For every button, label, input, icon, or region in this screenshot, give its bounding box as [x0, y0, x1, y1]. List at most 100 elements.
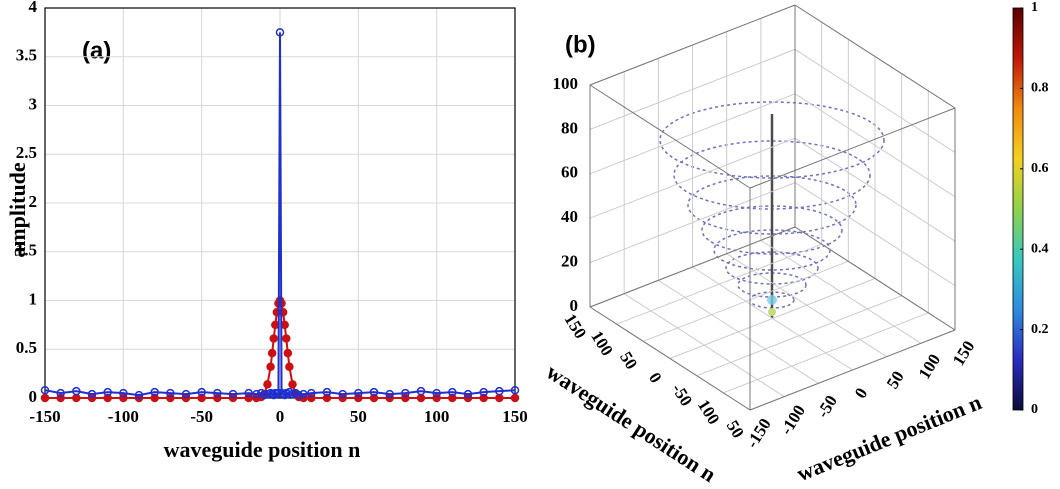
z-tick-label: 60	[561, 163, 578, 182]
data-point	[228, 389, 238, 399]
data-point	[181, 389, 191, 399]
data-point	[448, 393, 457, 403]
y-tick-label: 0.5	[16, 338, 37, 357]
data-point	[338, 389, 347, 399]
data-point	[56, 388, 65, 398]
x-tick-label: -50	[190, 407, 213, 426]
data-point	[307, 388, 316, 398]
data-point	[263, 380, 272, 389]
x-tick-label: 100	[424, 407, 450, 426]
z-tick-label: 80	[561, 118, 578, 137]
colorbar-tick-label: 0.2	[1031, 322, 1049, 337]
data-point	[495, 386, 504, 396]
data-point	[197, 387, 206, 397]
z-tick-label: 40	[561, 207, 578, 226]
y-tick-label: 2.5	[16, 143, 37, 162]
x-tick-label: -150	[29, 407, 60, 426]
data-point	[72, 386, 81, 396]
data-point	[432, 388, 441, 398]
x-axis-label: waveguide position n	[164, 437, 361, 462]
y-tick-label: 3	[29, 94, 38, 113]
data-point	[40, 385, 50, 395]
data-point	[288, 380, 297, 389]
data-point	[213, 388, 222, 398]
z-tick-label: 0	[570, 296, 579, 315]
data-point	[448, 387, 457, 397]
box-edge	[749, 107, 956, 189]
y-tick-label: 3.5	[16, 46, 37, 65]
data-point	[385, 389, 394, 399]
data-point	[150, 387, 159, 397]
y-tick-label: 1.5	[16, 241, 37, 260]
data-point	[275, 28, 285, 37]
x-tick-label: 150	[502, 407, 528, 426]
z-tick-label: 100	[553, 74, 579, 93]
data-point	[282, 334, 291, 343]
data-point	[244, 388, 253, 398]
data-point	[299, 389, 308, 399]
data-point	[269, 334, 278, 343]
data-point	[103, 393, 112, 403]
data-point	[87, 389, 97, 399]
data-point	[150, 393, 159, 403]
grid-line	[696, 295, 902, 377]
data-point	[479, 393, 488, 403]
x-tick-label: -100	[108, 407, 139, 426]
colorbar-tick-label: 0	[1031, 402, 1038, 417]
colorbar	[1012, 7, 1024, 411]
data-point	[285, 362, 294, 372]
box-edge	[749, 329, 956, 411]
data-point	[510, 393, 520, 403]
colorbar-tick-label: 0.4	[1031, 241, 1049, 256]
data-point	[322, 387, 332, 397]
data-point	[103, 387, 112, 397]
data-point	[369, 387, 379, 397]
panel-label: (b)	[565, 31, 596, 58]
z-tick-label: 20	[561, 252, 578, 271]
series-line	[44, 32, 516, 397]
x-tick-label: 0	[276, 407, 285, 426]
data-point	[354, 388, 363, 398]
grid-line	[643, 260, 849, 342]
box-edge	[589, 306, 751, 411]
data-point	[369, 393, 379, 403]
data-point	[40, 393, 50, 403]
panel-label: (a)	[82, 37, 111, 64]
colorbar-tick-label: 0.8	[1031, 81, 1049, 96]
data-point	[495, 393, 504, 403]
data-point	[463, 389, 473, 399]
box-edge	[589, 4, 796, 86]
data-point	[283, 348, 293, 358]
grid-line	[669, 278, 876, 359]
data-point	[119, 388, 128, 398]
grid-line	[616, 243, 822, 325]
y-tick-label: 0	[29, 387, 38, 406]
data-point	[266, 362, 275, 372]
x-tick-label: 50	[350, 407, 367, 426]
y-tick-label: 4	[29, 0, 38, 16]
data-point	[283, 389, 293, 399]
data-point	[166, 388, 175, 398]
grid-line	[723, 312, 929, 394]
data-point	[197, 393, 206, 403]
plot-frame	[44, 7, 516, 399]
data-point	[401, 388, 410, 398]
box-edge	[589, 226, 796, 308]
box-edge	[794, 226, 956, 331]
data-point	[416, 386, 426, 396]
cone-decoration	[659, 101, 885, 318]
data-point	[252, 389, 261, 399]
box-edge	[794, 4, 956, 109]
data-point	[479, 387, 488, 397]
colorbar-tick-label: 0.6	[1031, 161, 1049, 176]
data-point	[72, 393, 81, 403]
colorbar-tick-label: 1	[1031, 0, 1038, 15]
y-tick-label: 2	[29, 192, 38, 211]
data-point	[267, 348, 277, 358]
data-point	[416, 393, 426, 403]
y-tick-label: 1	[29, 289, 38, 308]
y-axis-label: amplitude	[5, 162, 30, 258]
data-point	[294, 390, 304, 400]
